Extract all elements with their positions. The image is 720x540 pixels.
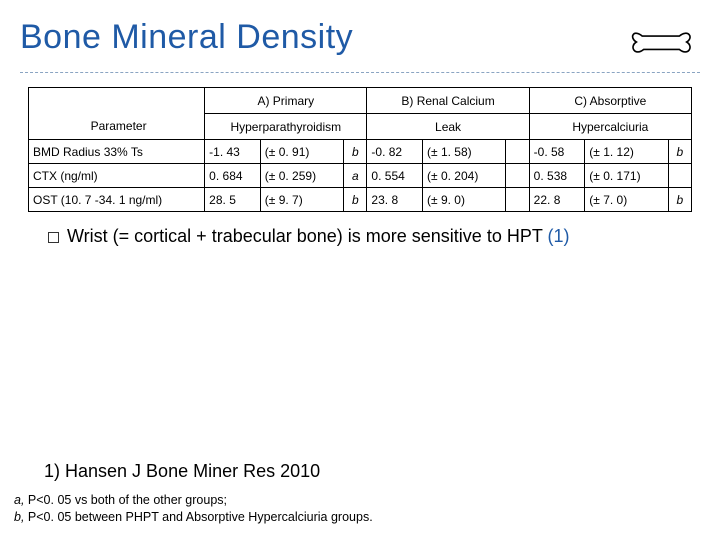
sd-cell: (± 9. 0) [423, 188, 506, 212]
bone-icon [626, 18, 700, 66]
footnote-a-sym: a, [14, 493, 24, 507]
page-title: Bone Mineral Density [20, 18, 353, 57]
sup-cell: b [668, 140, 691, 164]
sub-header-a: Hyperparathyroidism [205, 114, 367, 140]
value-cell: 0. 554 [367, 164, 423, 188]
group-header-a: A) Primary [205, 88, 367, 114]
bullet-text: Wrist (= cortical + trabecular bone) is … [67, 226, 548, 246]
sd-cell: (± 0. 91) [260, 140, 343, 164]
sd-cell: (± 1. 12) [585, 140, 668, 164]
table-header-row-sub: Parameter Hyperparathyroidism Leak Hyper… [29, 114, 692, 140]
group-header-b: B) Renal Calcium [367, 88, 529, 114]
group-header-c: C) Absorptive [529, 88, 691, 114]
sup-cell [668, 164, 691, 188]
sd-cell: (± 0. 259) [260, 164, 343, 188]
sup-cell [506, 188, 529, 212]
data-table: A) Primary B) Renal Calcium C) Absorptiv… [28, 87, 692, 212]
sd-cell: (± 9. 7) [260, 188, 343, 212]
title-row: Bone Mineral Density [20, 18, 700, 66]
bullet: Wrist (= cortical + trabecular bone) is … [48, 226, 700, 247]
param-cell: OST (10. 7 -34. 1 ng/ml) [29, 188, 205, 212]
footnote-b-sym: b, [14, 510, 24, 524]
header-empty [29, 88, 205, 114]
bullet-ref: (1) [548, 226, 570, 246]
sup-cell [506, 140, 529, 164]
reference: 1) Hansen J Bone Miner Res 2010 [44, 461, 320, 482]
sup-cell: b [668, 188, 691, 212]
table-row: CTX (ng/ml)0. 684(± 0. 259)a0. 554(± 0. … [29, 164, 692, 188]
value-cell: -0. 58 [529, 140, 585, 164]
sub-header-c: Hypercalciuria [529, 114, 691, 140]
value-cell: 0. 538 [529, 164, 585, 188]
value-cell: 28. 5 [205, 188, 261, 212]
sd-cell: (± 0. 171) [585, 164, 668, 188]
footnotes: a, P<0. 05 vs both of the other groups; … [14, 492, 373, 526]
sub-header-b: Leak [367, 114, 529, 140]
table-row: BMD Radius 33% Ts-1. 43(± 0. 91)b-0. 82(… [29, 140, 692, 164]
footnote-a-text: P<0. 05 vs both of the other groups; [24, 493, 227, 507]
param-header: Parameter [29, 114, 205, 140]
title-divider [20, 72, 700, 73]
param-cell: CTX (ng/ml) [29, 164, 205, 188]
sup-cell: b [344, 188, 367, 212]
footnote-b-text: P<0. 05 between PHPT and Absorptive Hype… [24, 510, 372, 524]
table-row: OST (10. 7 -34. 1 ng/ml)28. 5(± 9. 7)b23… [29, 188, 692, 212]
value-cell: -0. 82 [367, 140, 423, 164]
footnote-b: b, P<0. 05 between PHPT and Absorptive H… [14, 509, 373, 526]
value-cell: -1. 43 [205, 140, 261, 164]
sup-cell: a [344, 164, 367, 188]
table-header-row-groups: A) Primary B) Renal Calcium C) Absorptiv… [29, 88, 692, 114]
slide: Bone Mineral Density A) Primary B) Renal… [0, 0, 720, 540]
sd-cell: (± 1. 58) [423, 140, 506, 164]
value-cell: 22. 8 [529, 188, 585, 212]
value-cell: 23. 8 [367, 188, 423, 212]
footnote-a: a, P<0. 05 vs both of the other groups; [14, 492, 373, 509]
sd-cell: (± 7. 0) [585, 188, 668, 212]
value-cell: 0. 684 [205, 164, 261, 188]
bullet-box-icon [48, 232, 59, 243]
param-cell: BMD Radius 33% Ts [29, 140, 205, 164]
sup-cell: b [344, 140, 367, 164]
sd-cell: (± 0. 204) [423, 164, 506, 188]
sup-cell [506, 164, 529, 188]
